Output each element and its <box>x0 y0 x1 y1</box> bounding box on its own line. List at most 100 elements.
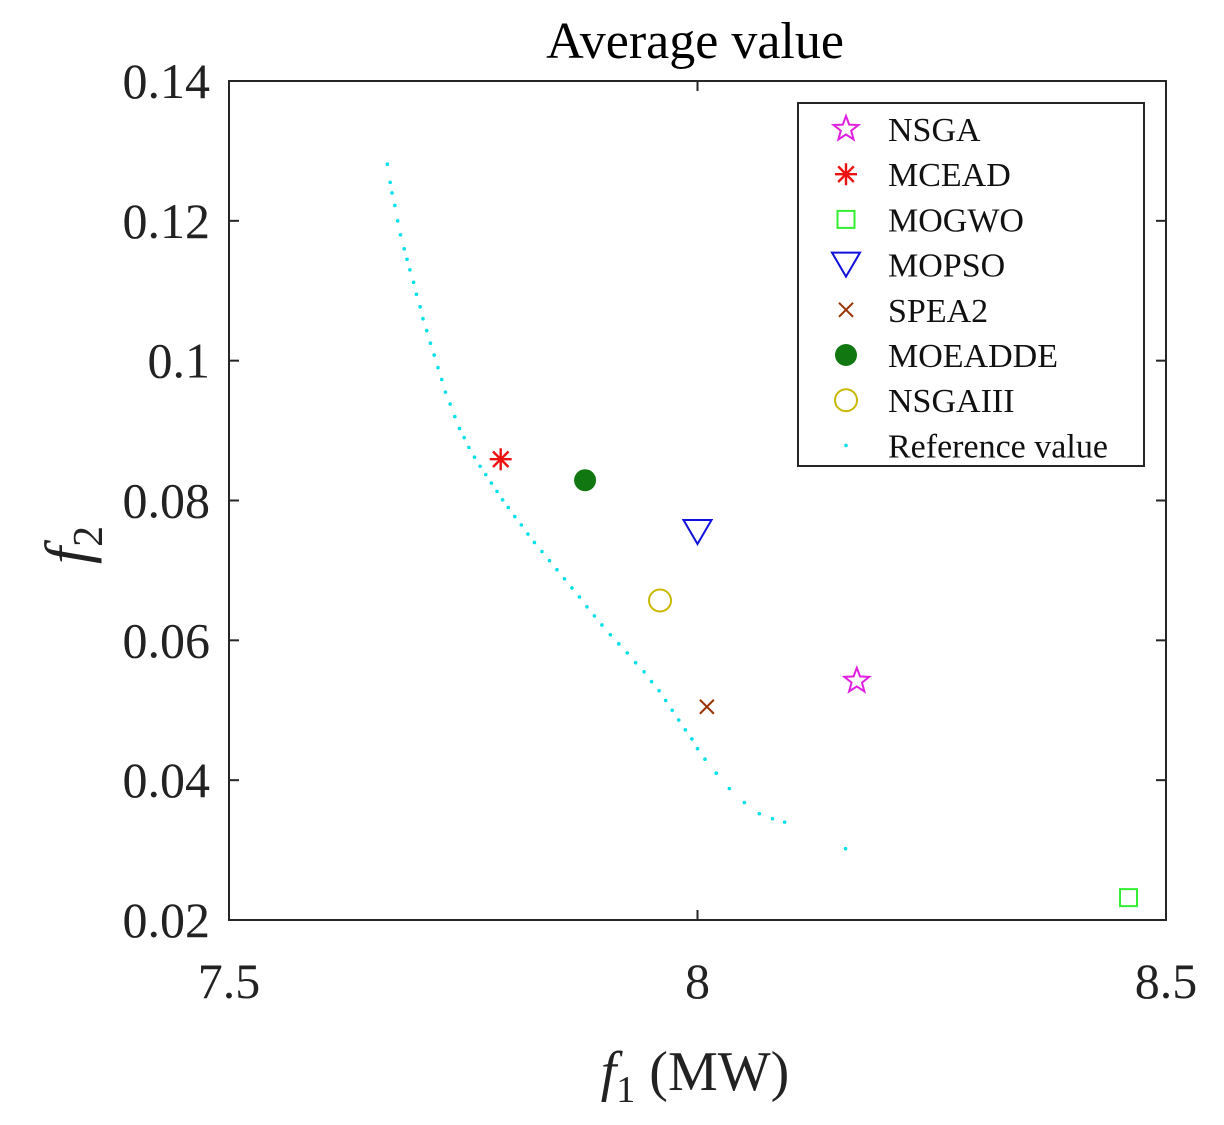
reference-point <box>757 811 762 816</box>
series-spea2 <box>699 699 715 715</box>
reference-point <box>676 718 681 722</box>
legend-marker <box>836 209 856 229</box>
y-tick-label: 0.08 <box>123 473 211 529</box>
legend-entry: Reference value <box>844 428 1108 465</box>
data-point-mogwo <box>1119 888 1139 908</box>
reference-point <box>782 820 787 824</box>
reference-point <box>428 341 433 345</box>
legend-entry: NSGA <box>830 112 981 149</box>
reference-point <box>483 472 488 477</box>
reference-point <box>512 514 517 519</box>
series-nsga <box>841 665 872 694</box>
legend-marker <box>844 443 848 448</box>
reference-point <box>436 365 440 370</box>
reference-point <box>432 353 437 357</box>
legend-entry: MOPSO <box>830 248 1005 285</box>
reference-point <box>555 567 559 572</box>
legend-entry: NSGAIII <box>834 383 1015 420</box>
reference-point <box>663 698 668 703</box>
reference-point <box>385 162 390 167</box>
reference-point <box>398 233 403 237</box>
legend-marker <box>834 388 858 413</box>
y-tick-label: 0.14 <box>123 53 211 109</box>
reference-point <box>457 426 462 431</box>
reference-point <box>770 816 775 821</box>
legend-marker <box>835 344 857 366</box>
reference-point <box>500 498 505 502</box>
reference-point <box>506 505 511 510</box>
reference-point <box>649 679 654 684</box>
reference-point <box>489 481 494 485</box>
legend-label: MOGWO <box>888 202 1024 239</box>
reference-point <box>592 614 597 618</box>
reference-point <box>478 464 482 469</box>
reference-point <box>633 660 638 665</box>
reference-point <box>625 651 630 655</box>
y-tick-label: 0.04 <box>123 752 211 808</box>
reference-point <box>414 292 419 297</box>
reference-point <box>657 688 661 693</box>
reference-point <box>393 203 397 208</box>
x-tick-label: 8 <box>685 953 710 1009</box>
legend-marker <box>830 251 862 279</box>
reference-point <box>388 180 392 185</box>
chart-title: Average value <box>546 13 844 70</box>
legend-label: MOPSO <box>888 248 1005 285</box>
reference-point <box>642 669 646 674</box>
reference-point <box>526 532 530 536</box>
data-point-nsgaiii <box>648 588 673 613</box>
series-mogwo <box>1119 888 1139 908</box>
plot-area-frame <box>228 80 1167 921</box>
x-tick-label: 8.5 <box>1135 953 1198 1009</box>
legend-entries: NSGA MCEAD MOGWO MOPSO SPEA2 MOEADDE NSGAIII Re… <box>830 112 1108 465</box>
series-nsgaiii <box>648 588 673 613</box>
reference-point <box>443 390 448 394</box>
reference-point <box>472 455 477 459</box>
reference-point <box>585 604 589 609</box>
y-tick-label: 0.1 <box>148 333 211 389</box>
reference-point <box>843 846 848 851</box>
legend-label: MOEADDE <box>888 338 1058 375</box>
reference-point <box>670 708 675 713</box>
series-layer <box>385 162 1139 908</box>
reference-point <box>405 257 409 262</box>
reference-point <box>439 377 444 382</box>
legend-label: SPEA2 <box>888 293 988 330</box>
reference-point <box>540 549 544 554</box>
data-point-mcead <box>489 448 512 471</box>
legend: NSGA MCEAD MOGWO MOPSO SPEA2 MOEADDE NSGAIII Re… <box>797 102 1145 467</box>
y-tick-label: 0.12 <box>123 193 211 249</box>
series-moeadde <box>574 469 597 492</box>
legend-label: NSGA <box>888 112 981 149</box>
data-point-moeadde <box>574 469 597 492</box>
x-axis-label-sub: 1 <box>616 1069 635 1111</box>
legend-label: Reference value <box>888 428 1108 465</box>
reference-point <box>703 757 707 761</box>
reference-point <box>577 595 582 599</box>
reference-point <box>411 280 416 285</box>
reference-point <box>421 316 425 321</box>
reference-point <box>448 402 452 406</box>
reference-point <box>608 632 613 637</box>
y-tick-label: 0.06 <box>123 612 211 668</box>
reference-point <box>424 328 429 333</box>
reference-point <box>532 540 537 545</box>
x-tick-label: 7.5 <box>198 953 261 1009</box>
legend-marker <box>835 163 857 186</box>
reference-point <box>467 445 471 450</box>
data-point-mopso <box>681 518 714 546</box>
reference-point <box>570 586 574 590</box>
legend-label: MCEAD <box>888 157 1011 194</box>
reference-point <box>695 746 700 751</box>
legend-entry: MCEAD <box>835 157 1011 194</box>
reference-point <box>616 642 621 646</box>
series-mcead <box>489 448 512 471</box>
data-point-nsga <box>841 665 872 694</box>
legend-entry: SPEA2 <box>838 293 988 330</box>
legend-entry: MOGWO <box>836 202 1024 239</box>
legend-label: NSGAIII <box>888 383 1015 420</box>
y-axis-label-sub: 2 <box>66 526 112 547</box>
reference-point <box>402 247 407 251</box>
reference-point <box>562 577 567 581</box>
